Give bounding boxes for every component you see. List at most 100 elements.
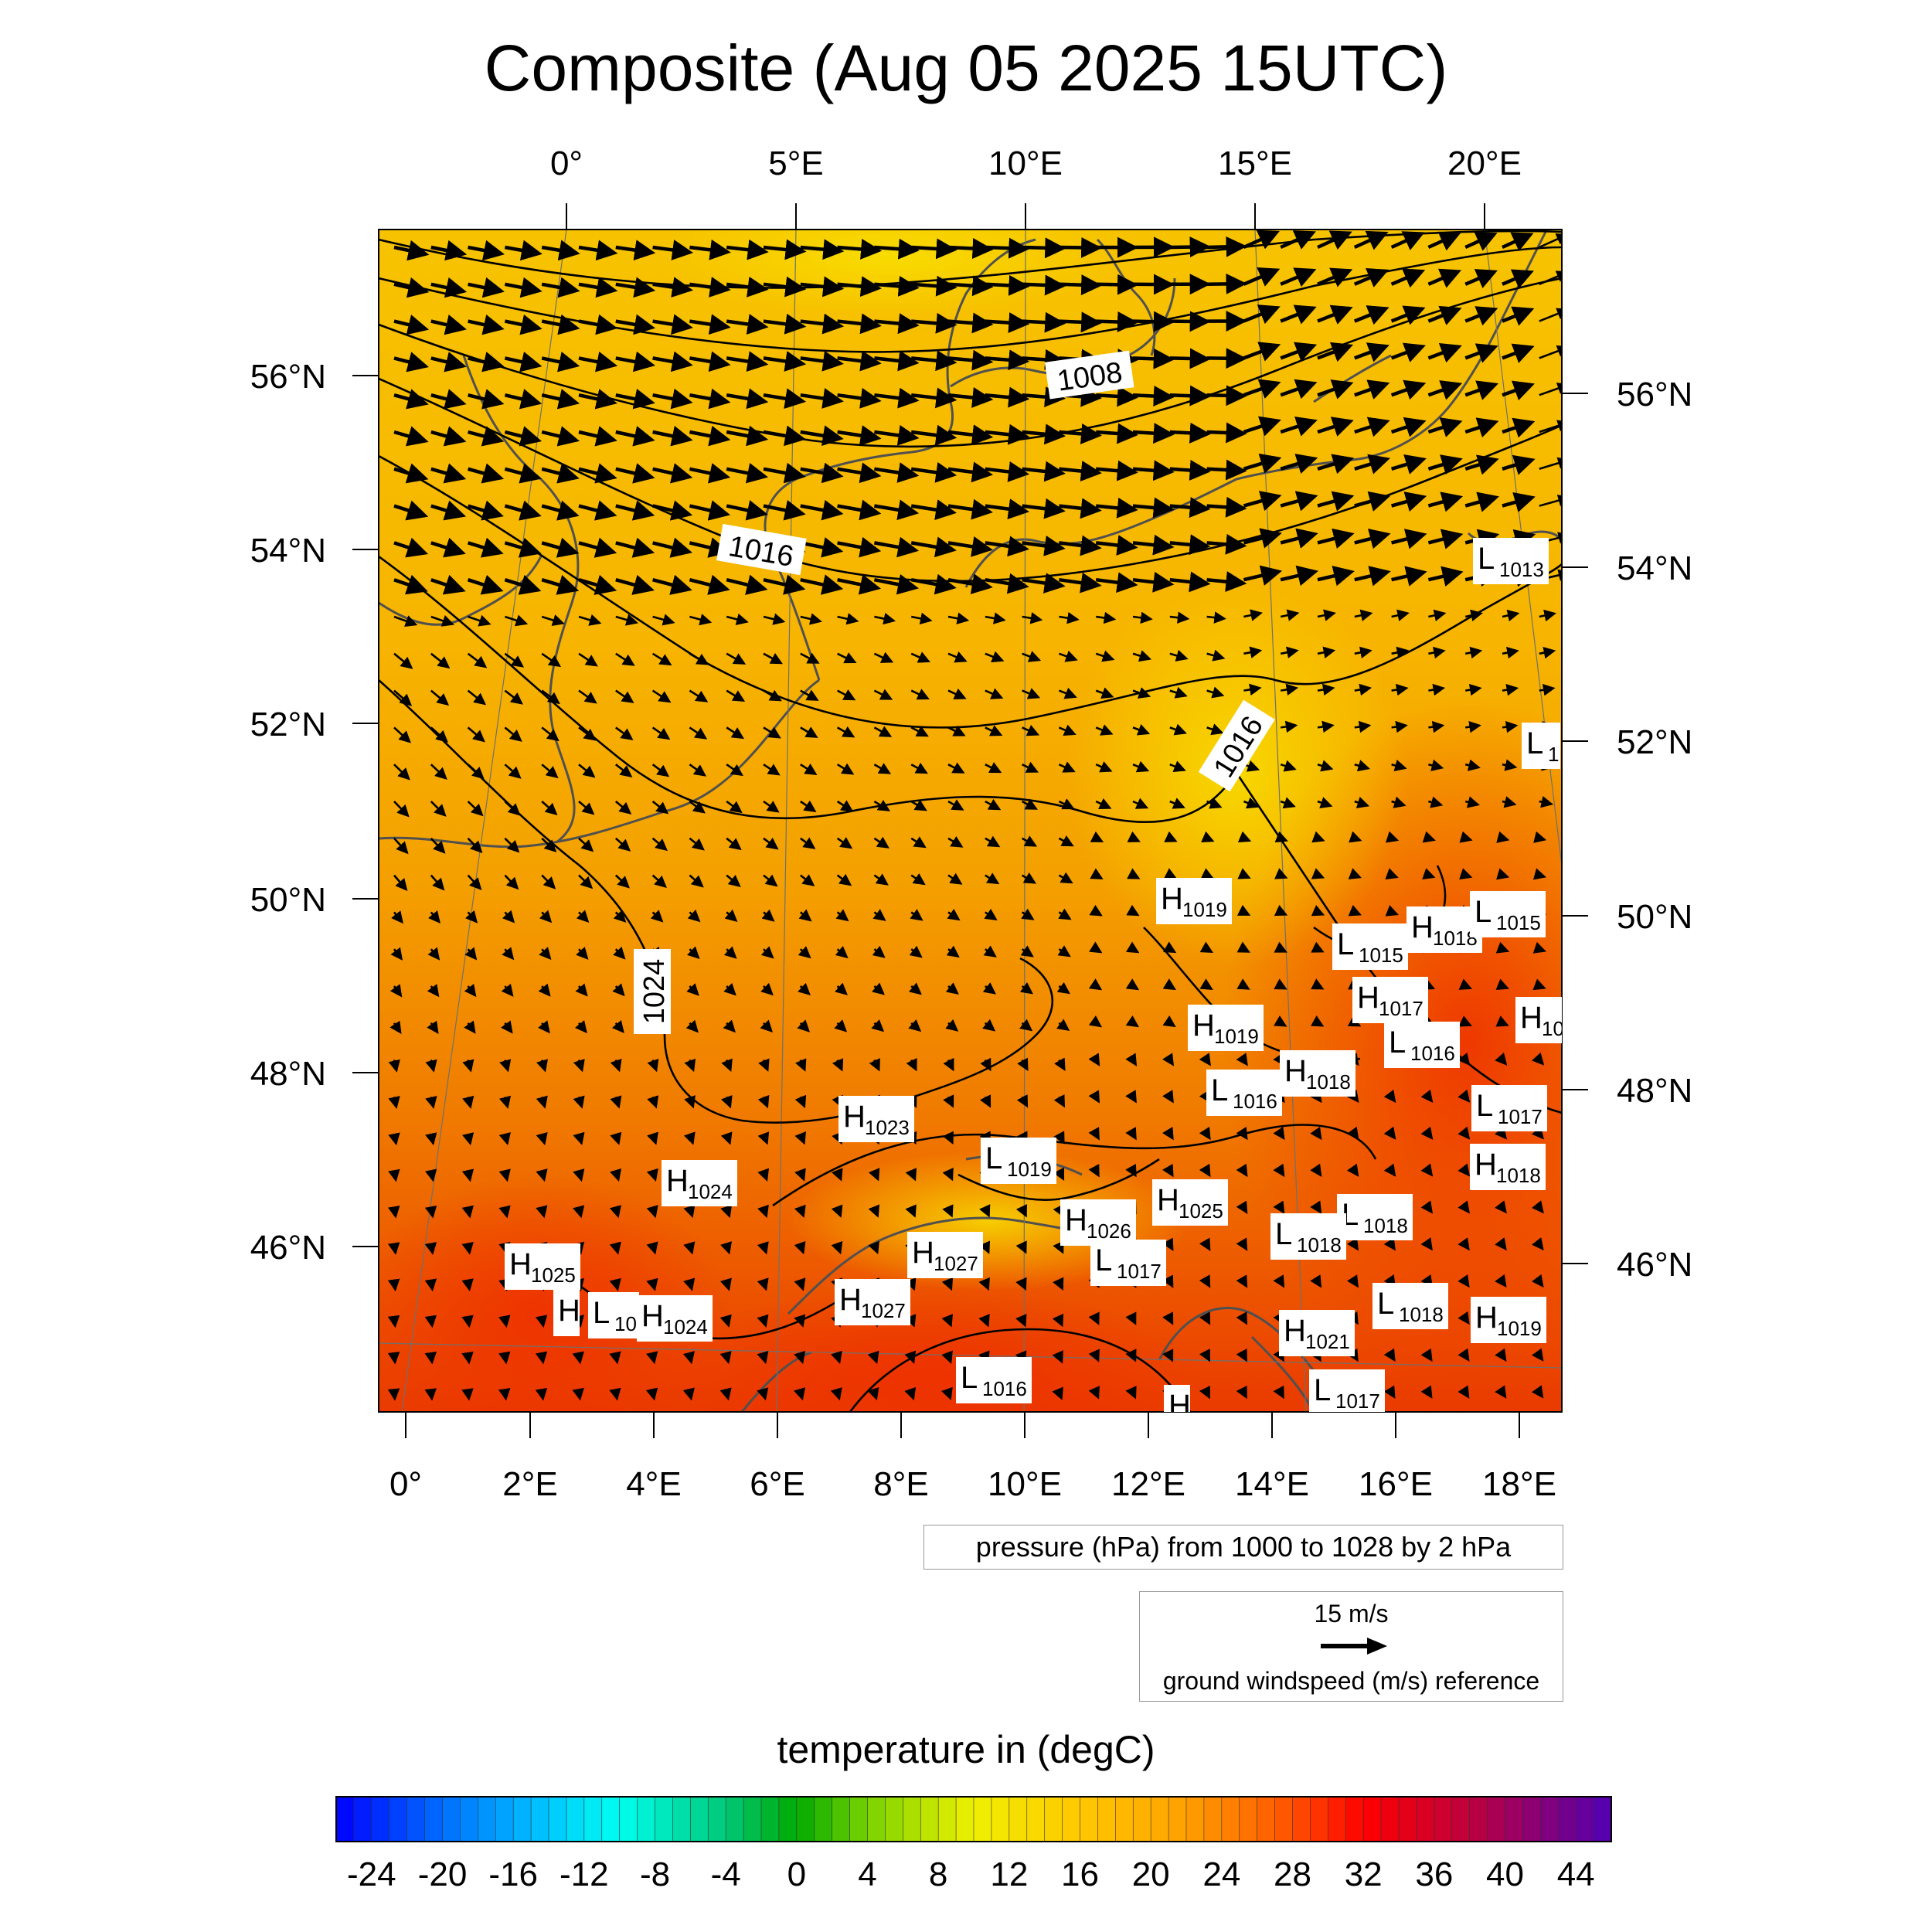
wind-arrow [578, 389, 617, 410]
wind-arrow [1132, 460, 1175, 481]
wind-arrow [1236, 1237, 1248, 1251]
wind-arrow [1539, 796, 1554, 808]
wind-arrow [947, 461, 994, 483]
wind-arrow [910, 651, 930, 663]
wind-arrow [1464, 232, 1498, 251]
wind-arrow [1465, 720, 1481, 733]
pressure-center-box [1515, 997, 1562, 1043]
wind-arrow [910, 909, 923, 921]
pressure-center-letter: L [1389, 1026, 1406, 1060]
wind-arrow [985, 798, 1002, 811]
colorbar-cell [566, 1796, 585, 1842]
wind-arrow [1502, 720, 1519, 733]
wind-arrow [941, 1277, 954, 1291]
pressure-center-value: 1023 [865, 1116, 910, 1139]
wind-arrow [683, 1241, 696, 1255]
colorbar-cell [1328, 1796, 1347, 1842]
wind-arrow [1495, 1274, 1507, 1288]
high-pressure-center: H 1019 [1156, 878, 1232, 924]
pressure-center-letter: H [1357, 981, 1379, 1015]
wind-arrow [430, 689, 450, 706]
wind-arrow [1502, 269, 1534, 289]
pressure-center-letter: H [1192, 1009, 1215, 1043]
wind-arrow [1206, 649, 1226, 662]
wind-arrow [615, 463, 655, 484]
wind-arrow [910, 612, 933, 625]
wind-arrow [985, 835, 1001, 848]
high-pressure-center: H 1027 [907, 1232, 983, 1278]
wind-arrow [1169, 497, 1211, 519]
wind-arrow [1125, 1163, 1137, 1178]
wind-arrow [1206, 385, 1247, 406]
wind-arrow [1132, 386, 1175, 406]
wind-arrow [1236, 1311, 1248, 1325]
right-lat-label: 52°N [1617, 723, 1692, 761]
colorbar-cell [1380, 1796, 1400, 1842]
wind-arrow [867, 1386, 879, 1401]
wind-arrow [945, 982, 959, 995]
wind-arrow [837, 574, 882, 595]
wind-arrow [1053, 1240, 1064, 1254]
wind-arrow [1016, 1094, 1029, 1108]
wind-arrow [947, 872, 963, 885]
colorbar-cell [973, 1796, 992, 1842]
wind-arrow [1019, 982, 1033, 995]
wind-arrow [1088, 1053, 1100, 1066]
wind-arrow [1090, 831, 1104, 842]
wind-arrow [794, 1094, 807, 1109]
wind-arrow [1310, 1126, 1322, 1141]
wind-arrow [541, 764, 559, 779]
wind-arrow [1022, 237, 1066, 259]
wind-arrow [1354, 646, 1372, 659]
wind-arrow [1428, 796, 1444, 808]
wind-arrow [1169, 385, 1211, 406]
colorbar-tick-label: 44 [1557, 1855, 1595, 1893]
high-pressure-center: H 1018 [1470, 1144, 1546, 1190]
wind-arrow [1162, 1349, 1174, 1362]
wind-arrow [541, 277, 580, 298]
wind-arrow [1132, 611, 1153, 624]
pressure-center-box [1473, 538, 1549, 584]
wind-arrow [1125, 1349, 1137, 1362]
wind-arrow [393, 277, 430, 298]
pressure-center-value: 1019 [1007, 1158, 1052, 1181]
wind-arrow [1125, 941, 1140, 954]
wind-arrow [683, 1277, 696, 1291]
wind-arrow [726, 388, 769, 410]
wind-arrow [1273, 1200, 1285, 1214]
wind-arrow [1495, 1385, 1507, 1399]
wind-arrow [947, 424, 994, 446]
pressure-center-box [981, 1138, 1056, 1184]
wind-arrow [504, 874, 519, 890]
wind-arrow [1015, 1203, 1027, 1218]
wind-arrow [1052, 1313, 1064, 1328]
wind-arrow [1353, 230, 1389, 250]
wind-arrow [1532, 978, 1546, 991]
wind-arrow [652, 537, 692, 558]
low-pressure-center: L 1019 [981, 1138, 1056, 1184]
wind-arrow [541, 837, 557, 852]
wind-arrow [832, 1058, 844, 1072]
wind-arrow [1125, 1090, 1137, 1104]
wind-arrow [1311, 831, 1325, 843]
wind-arrow [578, 351, 618, 372]
wind-arrow [794, 1131, 806, 1145]
pressure-center-value: 1015 [1496, 911, 1541, 934]
colorbar-tick-label: 16 [1061, 1855, 1099, 1893]
wind-arrow [1088, 1127, 1100, 1141]
colorbar-cell [619, 1796, 638, 1842]
wind-arrow [947, 573, 993, 594]
wind-arrow [1162, 1237, 1174, 1251]
wind-arrow [942, 1204, 954, 1218]
colorbar-cell [1062, 1796, 1081, 1842]
wind-arrow [1169, 459, 1211, 481]
wind-arrow [1347, 1274, 1359, 1288]
wind-arrow [874, 350, 920, 372]
wind-arrow [541, 426, 580, 447]
wind-arrow [726, 800, 743, 814]
wind-arrow [1021, 908, 1035, 920]
colorbar-cell [903, 1796, 922, 1842]
wind-arrow [943, 1057, 954, 1072]
wind-arrow [719, 1387, 732, 1401]
wind-arrow [468, 614, 492, 627]
